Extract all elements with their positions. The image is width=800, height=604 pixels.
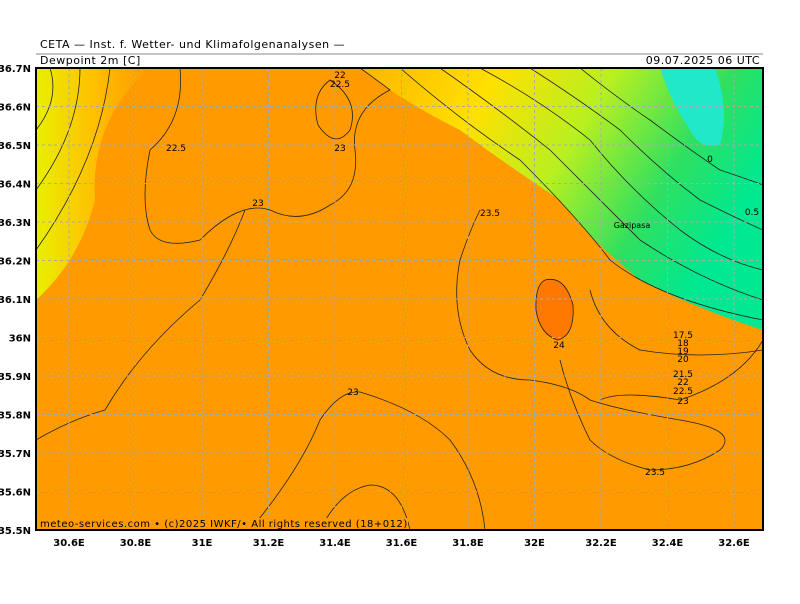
field-name: Dewpoint 2m [C]: [40, 54, 141, 67]
contour-label: 21.5: [673, 370, 693, 380]
contour-label: 23: [334, 144, 345, 154]
footer: meteo-services.com • (c)2025 IWKF/• All …: [40, 519, 408, 530]
contour-label: 22.5: [330, 80, 350, 90]
contour-label: 19: [677, 347, 689, 357]
lat-label: 36N: [9, 334, 31, 345]
lat-label: 36.4N: [0, 180, 31, 191]
institute: CETA — Inst. f. Wetter- und Klimafolgena…: [40, 38, 345, 51]
contour-label: 22: [677, 378, 688, 388]
contour-label: 17.5: [673, 331, 693, 341]
contour-label: 18: [677, 339, 689, 349]
lat-label: 35.7N: [0, 449, 31, 460]
place-name: Gazipasa: [614, 221, 651, 230]
graticule: 36.7N 36.6N 36.5N 36.4N 36.3N 36.2N 36.1N 36N 35…: [0, 64, 763, 549]
contour-label: 23: [677, 397, 688, 407]
lon-label: 32.2E: [585, 538, 617, 549]
lon-label: 31.2E: [253, 538, 285, 549]
contour-label: 0: [707, 155, 713, 165]
lon-label: 30.8E: [120, 538, 152, 549]
dry-gradient: [360, 68, 763, 330]
lon-label: 30.6E: [53, 538, 85, 549]
lon-label: 32.6E: [718, 538, 750, 549]
lat-label: 36.2N: [0, 257, 31, 268]
contour-label: 0.5: [745, 208, 759, 218]
isolines: [36, 68, 763, 530]
contour-label: 20: [677, 355, 689, 365]
lat-label: 36.5N: [0, 141, 31, 152]
moist-core: [535, 278, 574, 341]
contour-label: 22: [334, 71, 345, 81]
lon-label: 31E: [192, 538, 213, 549]
contour-label: 23.5: [645, 468, 665, 478]
contour-label: 22.5: [166, 144, 186, 154]
lon-label: 31.4E: [319, 538, 351, 549]
lat-label: 35.8N: [0, 411, 31, 422]
lon-label: 31.8E: [452, 538, 484, 549]
valid-time: 09.07.2025 06 UTC: [646, 54, 760, 67]
contour-label: 23.5: [480, 209, 500, 219]
lat-label: 36.6N: [0, 103, 31, 114]
lat-label: 36.1N: [0, 295, 31, 306]
lat-label: 36.3N: [0, 218, 31, 229]
contour-label: 22.5: [673, 387, 693, 397]
contour-label: 23: [347, 388, 358, 398]
lat-label: 35.5N: [0, 526, 31, 537]
lat-label: 35.9N: [0, 372, 31, 383]
lat-label: 36.7N: [0, 64, 31, 75]
contour-label: 24: [553, 341, 565, 351]
lon-label: 31.6E: [386, 538, 418, 549]
lon-label: 32E: [524, 538, 545, 549]
footer-bg: [38, 518, 408, 529]
contour-label: 23: [252, 199, 263, 209]
lon-label: 32.4E: [652, 538, 684, 549]
lat-label: 35.6N: [0, 488, 31, 499]
plot-frame: [35, 67, 764, 531]
